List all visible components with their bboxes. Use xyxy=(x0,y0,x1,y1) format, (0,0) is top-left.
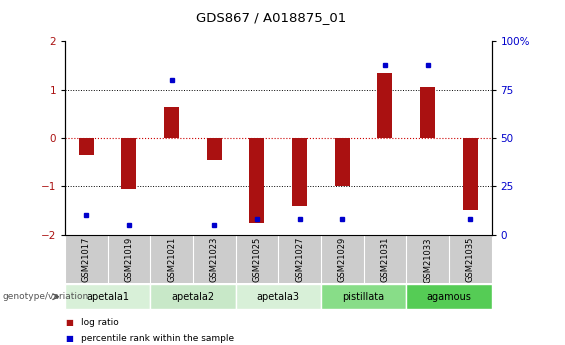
Text: GSM21023: GSM21023 xyxy=(210,237,219,283)
Bar xyxy=(463,138,477,210)
Bar xyxy=(207,138,221,160)
Bar xyxy=(321,284,406,309)
Text: GSM21017: GSM21017 xyxy=(82,237,91,283)
Bar xyxy=(79,138,94,155)
Bar xyxy=(292,138,307,206)
Bar xyxy=(377,73,392,138)
Bar xyxy=(121,138,136,189)
Text: ■: ■ xyxy=(65,334,73,343)
Text: GSM21035: GSM21035 xyxy=(466,237,475,283)
Text: GSM21033: GSM21033 xyxy=(423,237,432,283)
Bar xyxy=(65,284,150,309)
Text: log ratio: log ratio xyxy=(81,318,119,327)
Text: GSM21021: GSM21021 xyxy=(167,237,176,282)
Bar xyxy=(335,138,350,186)
Text: apetala1: apetala1 xyxy=(86,292,129,302)
Bar xyxy=(420,87,435,138)
Text: GSM21031: GSM21031 xyxy=(380,237,389,283)
Bar xyxy=(406,284,492,309)
Text: agamous: agamous xyxy=(427,292,471,302)
Text: GSM21025: GSM21025 xyxy=(253,237,262,282)
Bar xyxy=(164,107,179,138)
Text: GSM21027: GSM21027 xyxy=(295,237,304,283)
Text: apetala2: apetala2 xyxy=(171,292,215,302)
Text: GSM21029: GSM21029 xyxy=(338,237,347,282)
Text: percentile rank within the sample: percentile rank within the sample xyxy=(81,334,234,343)
Bar xyxy=(250,138,264,223)
Bar xyxy=(236,284,321,309)
Text: apetala3: apetala3 xyxy=(257,292,300,302)
Bar xyxy=(150,284,236,309)
Text: ■: ■ xyxy=(65,318,73,327)
Text: genotype/variation: genotype/variation xyxy=(3,292,89,301)
Text: pistillata: pistillata xyxy=(342,292,385,302)
Text: GSM21019: GSM21019 xyxy=(124,237,133,282)
Text: GDS867 / A018875_01: GDS867 / A018875_01 xyxy=(196,11,346,24)
